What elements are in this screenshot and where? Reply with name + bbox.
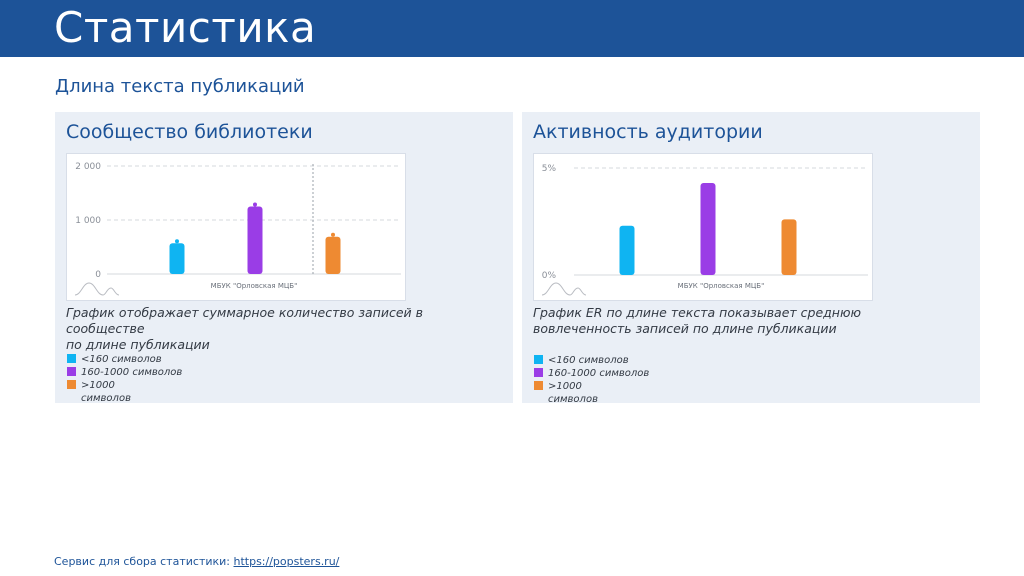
panel-title: Активность аудитории: [533, 121, 763, 143]
description-line: График ER по длине текста показывает сре…: [533, 305, 862, 320]
footer: Сервис для сбора статистики: https://pop…: [54, 555, 339, 568]
y-tick-label: 0: [95, 270, 101, 280]
bar-chart-posts-count: 2 000 1 000 0 МБУК "Орловская МЦБ": [74, 162, 401, 296]
description-line: вовлеченность записей по длине публикаци…: [533, 321, 837, 336]
legend-swatch: [67, 354, 76, 363]
legend-label: >1000 символов: [548, 381, 598, 405]
bar: [325, 236, 341, 274]
community-panel: Сообщество библиотеки 2 000 1 000 0 МБУК "О…: [55, 112, 513, 404]
legend-swatch: [534, 355, 543, 364]
bar: [781, 219, 797, 275]
legend-item: >1000 символов: [533, 380, 733, 405]
legend-item: 160-1000 символов: [66, 366, 266, 379]
legend-label: <160 символов: [81, 354, 162, 365]
x-axis-label: МБУК "Орловская МЦБ": [678, 282, 765, 290]
popsters-link[interactable]: https://popsters.ru/: [233, 555, 340, 568]
bar: [619, 225, 635, 275]
legend-label: 160-1000 символов: [81, 367, 183, 378]
legend: <160 символов 160-1000 символов >1000 си…: [533, 354, 733, 405]
legend-item: <160 символов: [66, 353, 266, 366]
legend-swatch: [67, 367, 76, 376]
chart-container: 2 000 1 000 0 МБУК "Орловская МЦБ": [66, 153, 406, 301]
bar-marker: [331, 232, 335, 237]
description-line: График отображает суммарное количество з…: [66, 305, 424, 320]
page-title: Статистика: [54, 3, 317, 52]
y-tick-label: 1 000: [75, 216, 101, 226]
chart-description: График ER по длине текста показывает сре…: [533, 305, 953, 337]
bar-marker: [253, 202, 257, 207]
legend-swatch: [67, 380, 76, 389]
header-bar: Статистика: [0, 0, 1024, 57]
y-tick-label: 0%: [542, 271, 557, 281]
legend-item: 160-1000 символов: [533, 367, 733, 380]
chart-container: 5% 0% МБУК "Орловская МЦБ": [533, 153, 873, 301]
description-line: по длине публикации: [66, 337, 210, 352]
section-subtitle: Длина текста публикаций: [55, 76, 305, 97]
legend-label: <160 символов: [548, 355, 629, 366]
legend-item: >1000 символов: [66, 379, 266, 404]
bar-marker: [175, 239, 179, 244]
bar-chart-er: 5% 0% МБУК "Орловская МЦБ": [541, 164, 868, 296]
legend-swatch: [534, 381, 543, 390]
chart-description: График отображает суммарное количество з…: [66, 305, 486, 353]
footer-label: Сервис для сбора статистики:: [54, 555, 230, 568]
y-tick-label: 5%: [542, 164, 557, 174]
bar: [169, 243, 185, 274]
panel-title: Сообщество библиотеки: [66, 121, 313, 143]
legend-label: 160-1000 символов: [548, 368, 650, 379]
legend-item: <160 символов: [533, 354, 733, 367]
legend-swatch: [534, 368, 543, 377]
y-tick-label: 2 000: [75, 162, 101, 172]
bar: [700, 182, 716, 275]
x-axis-label: МБУК "Орловская МЦБ": [211, 282, 298, 290]
legend-label: >1000 символов: [81, 380, 131, 404]
mini-preview-line: [541, 282, 587, 296]
audience-activity-panel: Активность аудитории 5% 0% МБУК "Орловская…: [522, 112, 980, 405]
description-line: сообществе: [66, 321, 145, 336]
mini-preview-line: [74, 282, 120, 296]
bar: [247, 206, 263, 274]
legend: <160 символов 160-1000 символов >1000 си…: [66, 353, 266, 404]
